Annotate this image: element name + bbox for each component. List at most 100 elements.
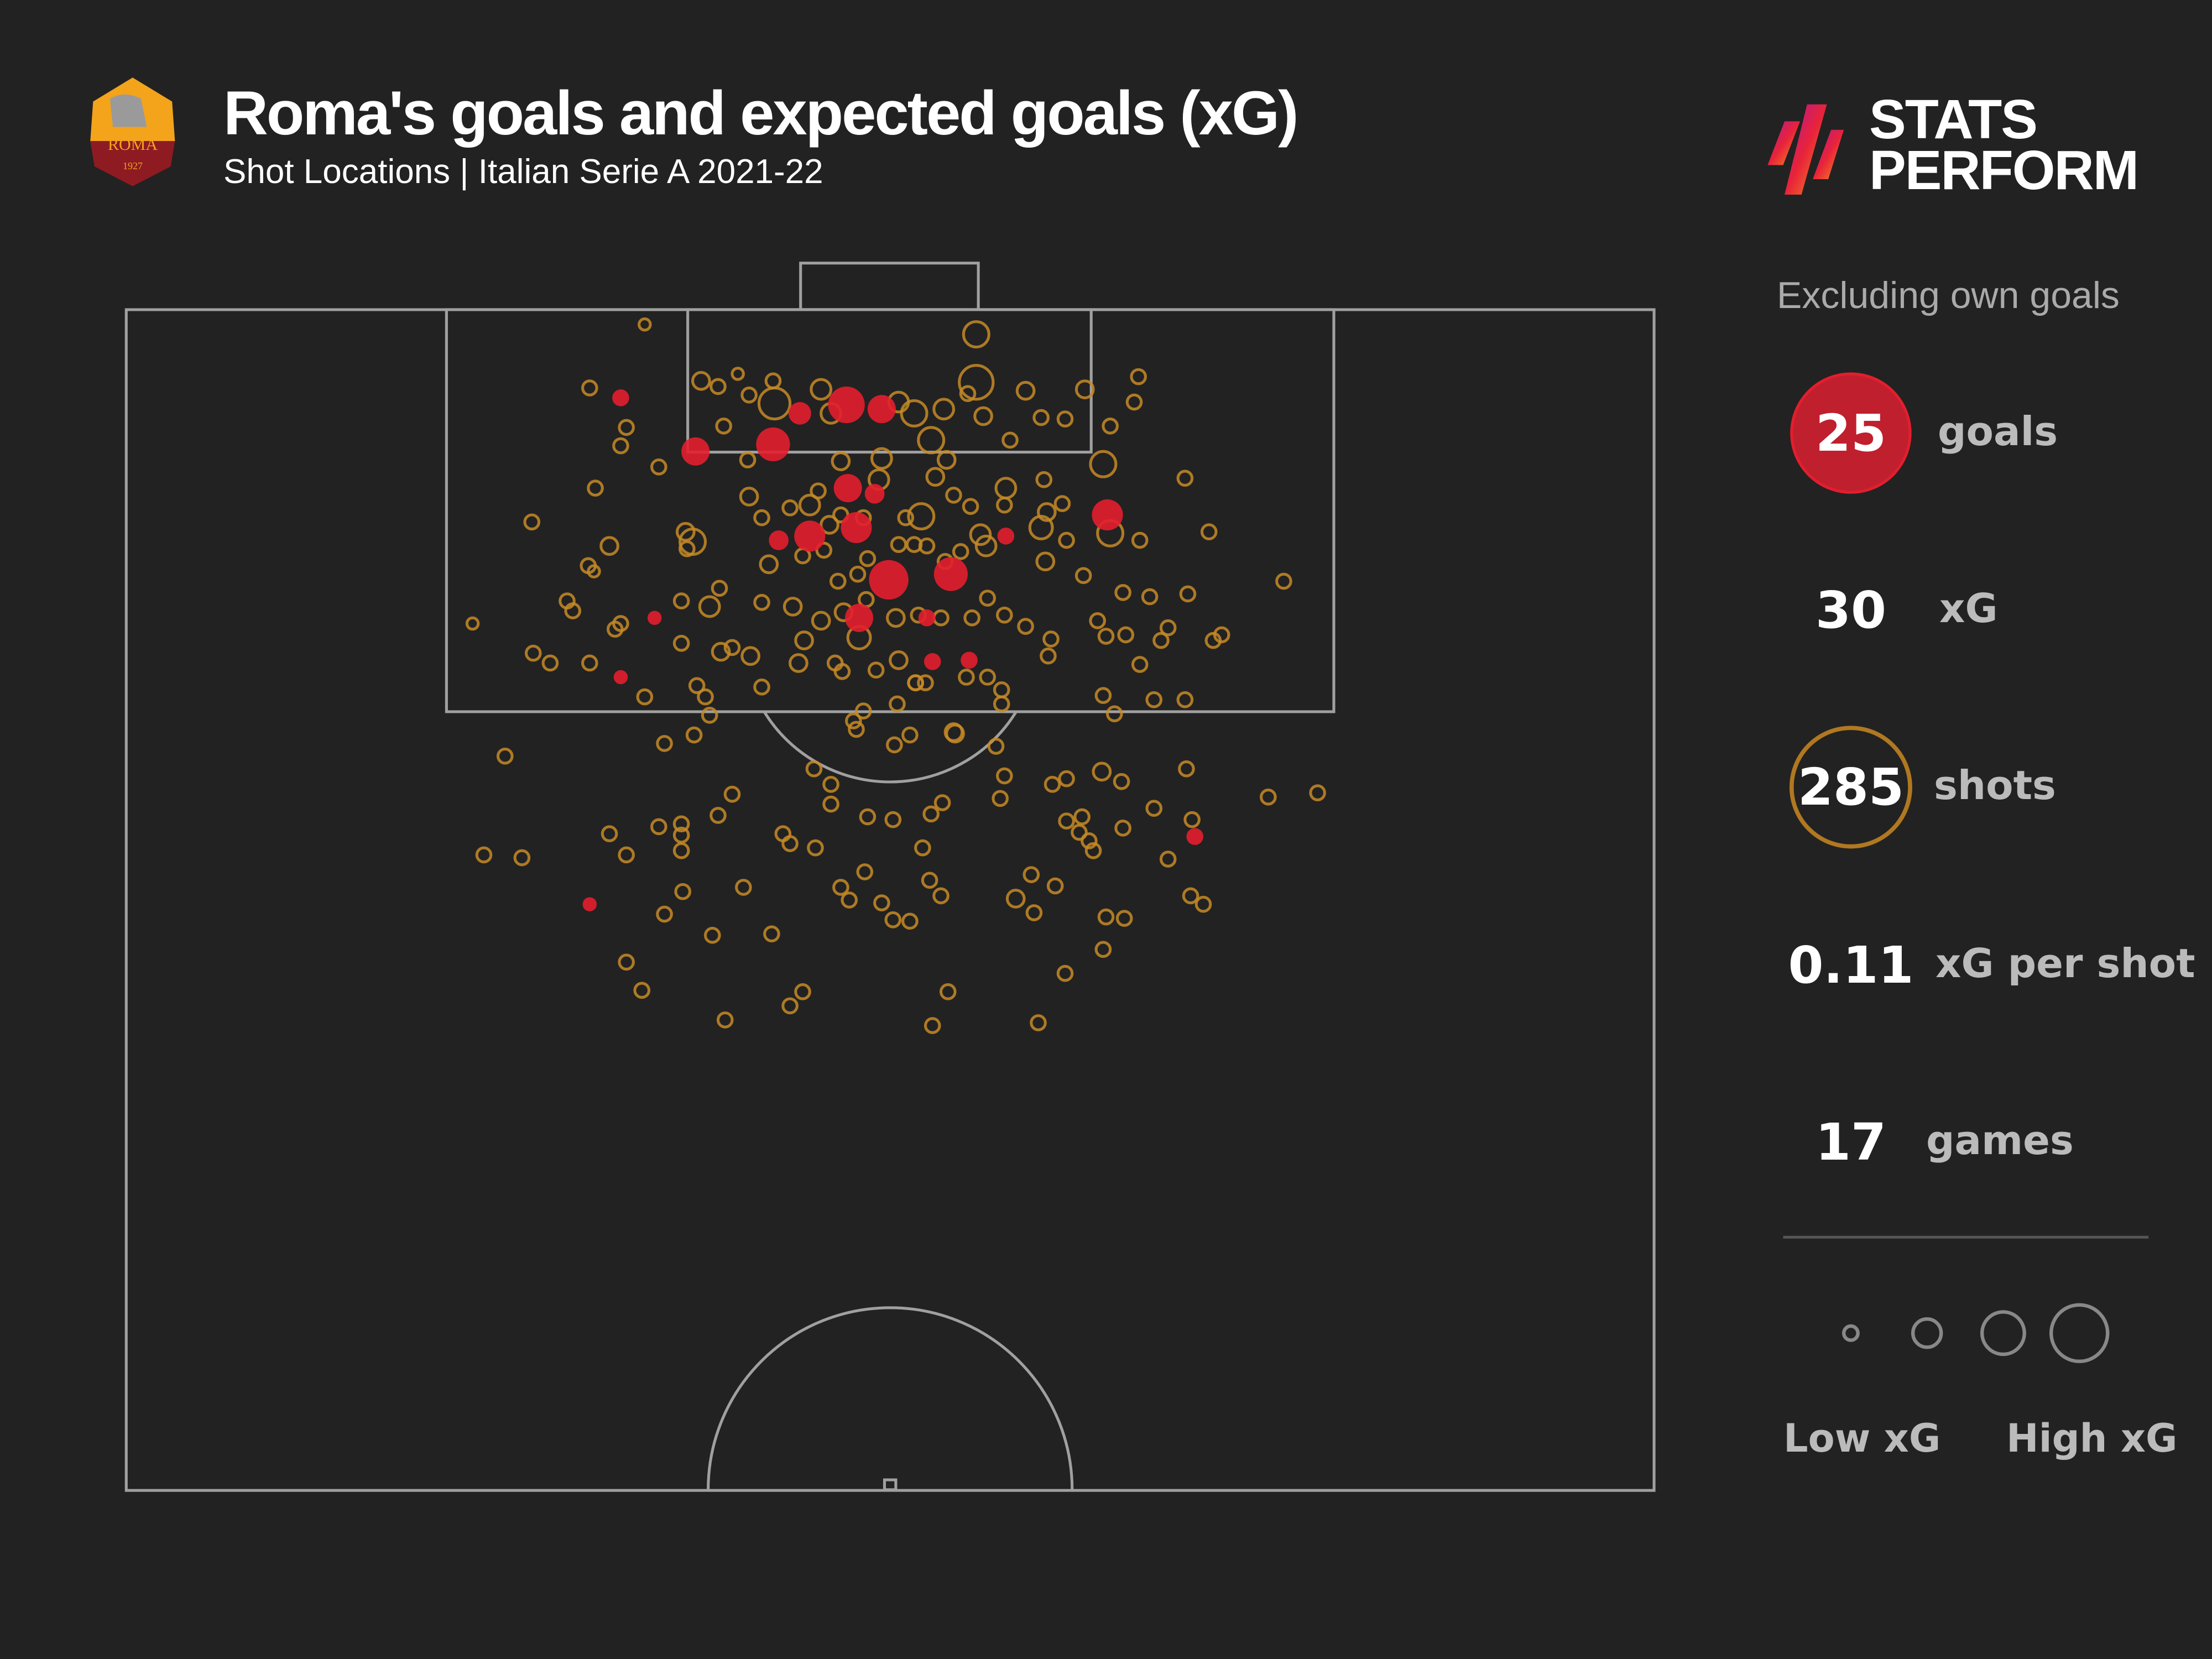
shot-marker — [1089, 450, 1118, 478]
shot-marker — [691, 371, 711, 391]
goal-marker — [869, 560, 909, 600]
shot-marker — [1044, 776, 1061, 793]
goal-marker — [828, 386, 865, 424]
shot-marker — [958, 669, 975, 686]
shot-marker — [900, 399, 928, 427]
shot-marker — [870, 447, 893, 470]
shot-marker — [993, 695, 1010, 713]
goal-marker — [794, 520, 826, 552]
brand-line-2: PERFORM — [1869, 139, 2139, 201]
shot-marker — [841, 891, 858, 909]
goal-marker — [924, 653, 941, 670]
shot-marker — [822, 795, 839, 813]
shot-marker — [1125, 393, 1143, 411]
shot-marker — [731, 367, 745, 381]
shot-marker — [672, 634, 690, 652]
shot-marker — [701, 707, 718, 724]
shot-marker — [1046, 877, 1064, 895]
shot-marker — [781, 997, 799, 1015]
goals-badge — [1790, 372, 1912, 494]
shot-marker — [685, 726, 703, 744]
goal-marker — [769, 530, 789, 550]
shot-marker — [815, 541, 833, 559]
shot-marker — [805, 760, 823, 778]
shot-marker — [740, 386, 758, 404]
shots-badge — [1789, 726, 1912, 849]
excluding-own-goals-note: Excluding own goals — [1777, 274, 2120, 316]
shot-marker — [945, 723, 965, 744]
penalty-area — [445, 308, 1335, 713]
shot-marker — [849, 565, 867, 583]
xg-label: xG — [1939, 585, 1998, 632]
legend-circle-icon — [1980, 1310, 2026, 1357]
shot-marker — [715, 418, 732, 435]
shot-marker — [1114, 584, 1131, 601]
shot-marker — [807, 839, 824, 857]
goals-layer — [582, 386, 1204, 911]
shot-marker — [974, 534, 998, 557]
legend-high-xg: High xG — [2006, 1416, 2178, 1461]
shot-marker — [856, 863, 874, 880]
goal-marker — [756, 427, 790, 462]
penalty-arc — [763, 711, 1017, 784]
shot-marker — [1030, 1014, 1047, 1031]
shot-marker — [901, 726, 919, 744]
goal-marker — [681, 437, 710, 466]
shot-marker — [475, 846, 493, 864]
shot-marker — [1115, 910, 1133, 927]
shot-marker — [1037, 502, 1057, 522]
shot-marker — [1113, 773, 1130, 790]
shot-marker — [587, 479, 604, 497]
shot-marker — [723, 639, 741, 656]
shot-marker — [606, 620, 624, 638]
shot-marker — [711, 580, 728, 597]
shot-marker — [1084, 842, 1102, 859]
shot-marker — [794, 630, 814, 651]
shot-marker — [739, 451, 757, 468]
shot-marker — [959, 385, 977, 403]
shot-marker — [922, 805, 940, 823]
shot-marker — [1058, 812, 1075, 830]
shot-marker — [618, 846, 635, 864]
shot-marker — [782, 597, 803, 617]
shot-marker — [709, 378, 727, 395]
shot-marker — [1042, 630, 1060, 648]
goal-marker — [997, 528, 1015, 545]
shot-marker — [1145, 691, 1163, 708]
shot-marker — [1102, 418, 1119, 435]
goal-marker — [612, 389, 629, 406]
legend-low-xg: Low xG — [1783, 1416, 1941, 1461]
goal-marker — [864, 484, 885, 504]
shot-marker — [1182, 887, 1199, 905]
shot-marker — [884, 811, 902, 828]
games-label: games — [1926, 1117, 2074, 1164]
shot-marker — [830, 572, 847, 590]
shot-marker — [672, 592, 690, 610]
shot-marker — [918, 537, 936, 555]
shots-value: 285 — [1797, 758, 1905, 817]
shot-marker — [599, 536, 619, 556]
center-spot — [883, 1478, 898, 1491]
chart-subtitle: Shot Locations | Italian Serie A 2021-22 — [223, 153, 823, 191]
shot-marker — [753, 593, 770, 611]
goal-marker — [1186, 828, 1204, 846]
shot-marker — [1159, 851, 1177, 868]
shot-marker — [1178, 760, 1195, 778]
shot-marker — [581, 379, 598, 397]
shot-marker — [897, 509, 915, 526]
shot-marker — [890, 536, 907, 553]
shot-marker — [1213, 626, 1230, 644]
shot-marker — [1159, 619, 1177, 637]
shot-marker — [811, 611, 831, 631]
shot-marker — [794, 983, 811, 1000]
shot-marker — [601, 825, 618, 842]
shot-marker — [917, 426, 946, 455]
shot-marker — [633, 982, 651, 999]
shot-marker — [1001, 431, 1019, 449]
crest-year: 1927 — [123, 160, 143, 171]
shot-marker — [618, 419, 635, 436]
shot-marker — [789, 653, 808, 673]
shot-marker — [932, 398, 956, 421]
xg-per-shot-value: 0.11 — [1788, 936, 1914, 995]
